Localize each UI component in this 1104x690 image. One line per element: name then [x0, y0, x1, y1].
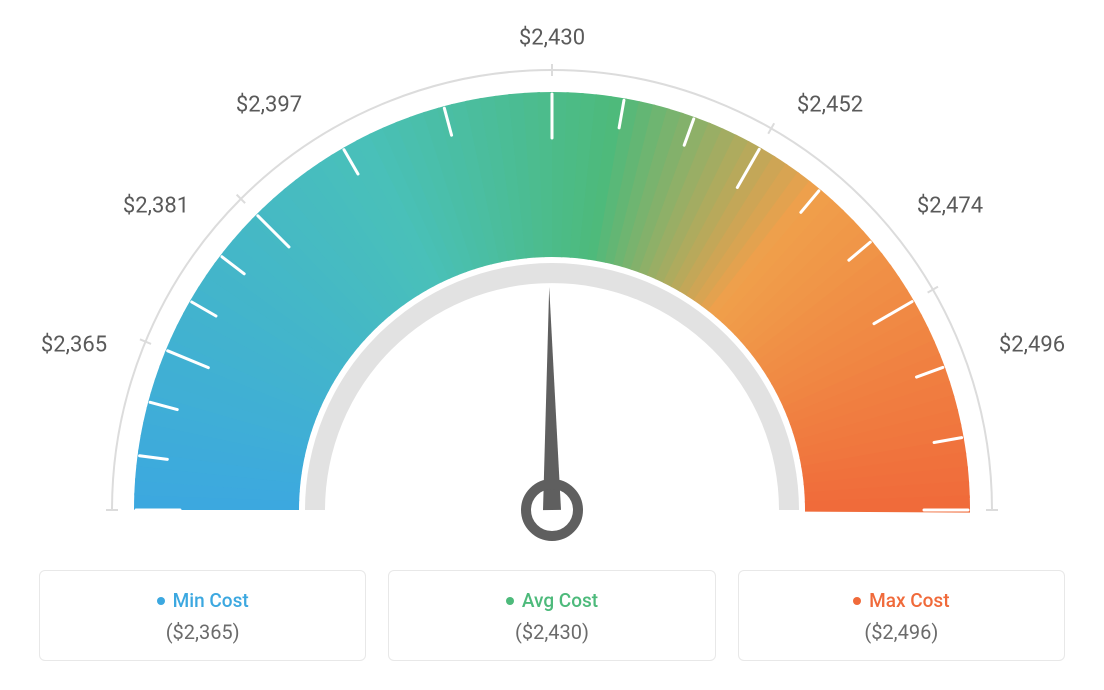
legend-card-max: Max Cost ($2,496) [738, 570, 1065, 661]
legend-value-avg: ($2,430) [401, 620, 702, 644]
cost-gauge-chart: $2,365 $2,381 $2,397 $2,430 $2,452 $2,474 $2,4… [0, 20, 1104, 560]
legend-title-max: Max Cost [869, 589, 949, 612]
gauge-tick-label: $2,452 [797, 93, 863, 118]
legend-dot-avg [506, 597, 514, 605]
gauge-tick-label: $2,365 [41, 333, 107, 358]
gauge-tick-label: $2,474 [917, 194, 983, 219]
legend-row: Min Cost ($2,365) Avg Cost ($2,430) Max … [39, 570, 1065, 661]
gauge-svg [0, 20, 1104, 560]
legend-card-avg: Avg Cost ($2,430) [388, 570, 715, 661]
gauge-tick-label: $2,381 [123, 194, 189, 219]
legend-dot-max [853, 597, 861, 605]
legend-value-min: ($2,365) [52, 620, 353, 644]
legend-card-min: Min Cost ($2,365) [39, 570, 366, 661]
legend-dot-min [157, 597, 165, 605]
legend-title-min: Min Cost [173, 589, 249, 612]
gauge-tick-label: $2,496 [999, 333, 1065, 358]
legend-title-avg: Avg Cost [522, 589, 598, 612]
gauge-tick-label: $2,397 [236, 93, 302, 118]
gauge-tick-label: $2,430 [519, 26, 585, 51]
legend-value-max: ($2,496) [751, 620, 1052, 644]
